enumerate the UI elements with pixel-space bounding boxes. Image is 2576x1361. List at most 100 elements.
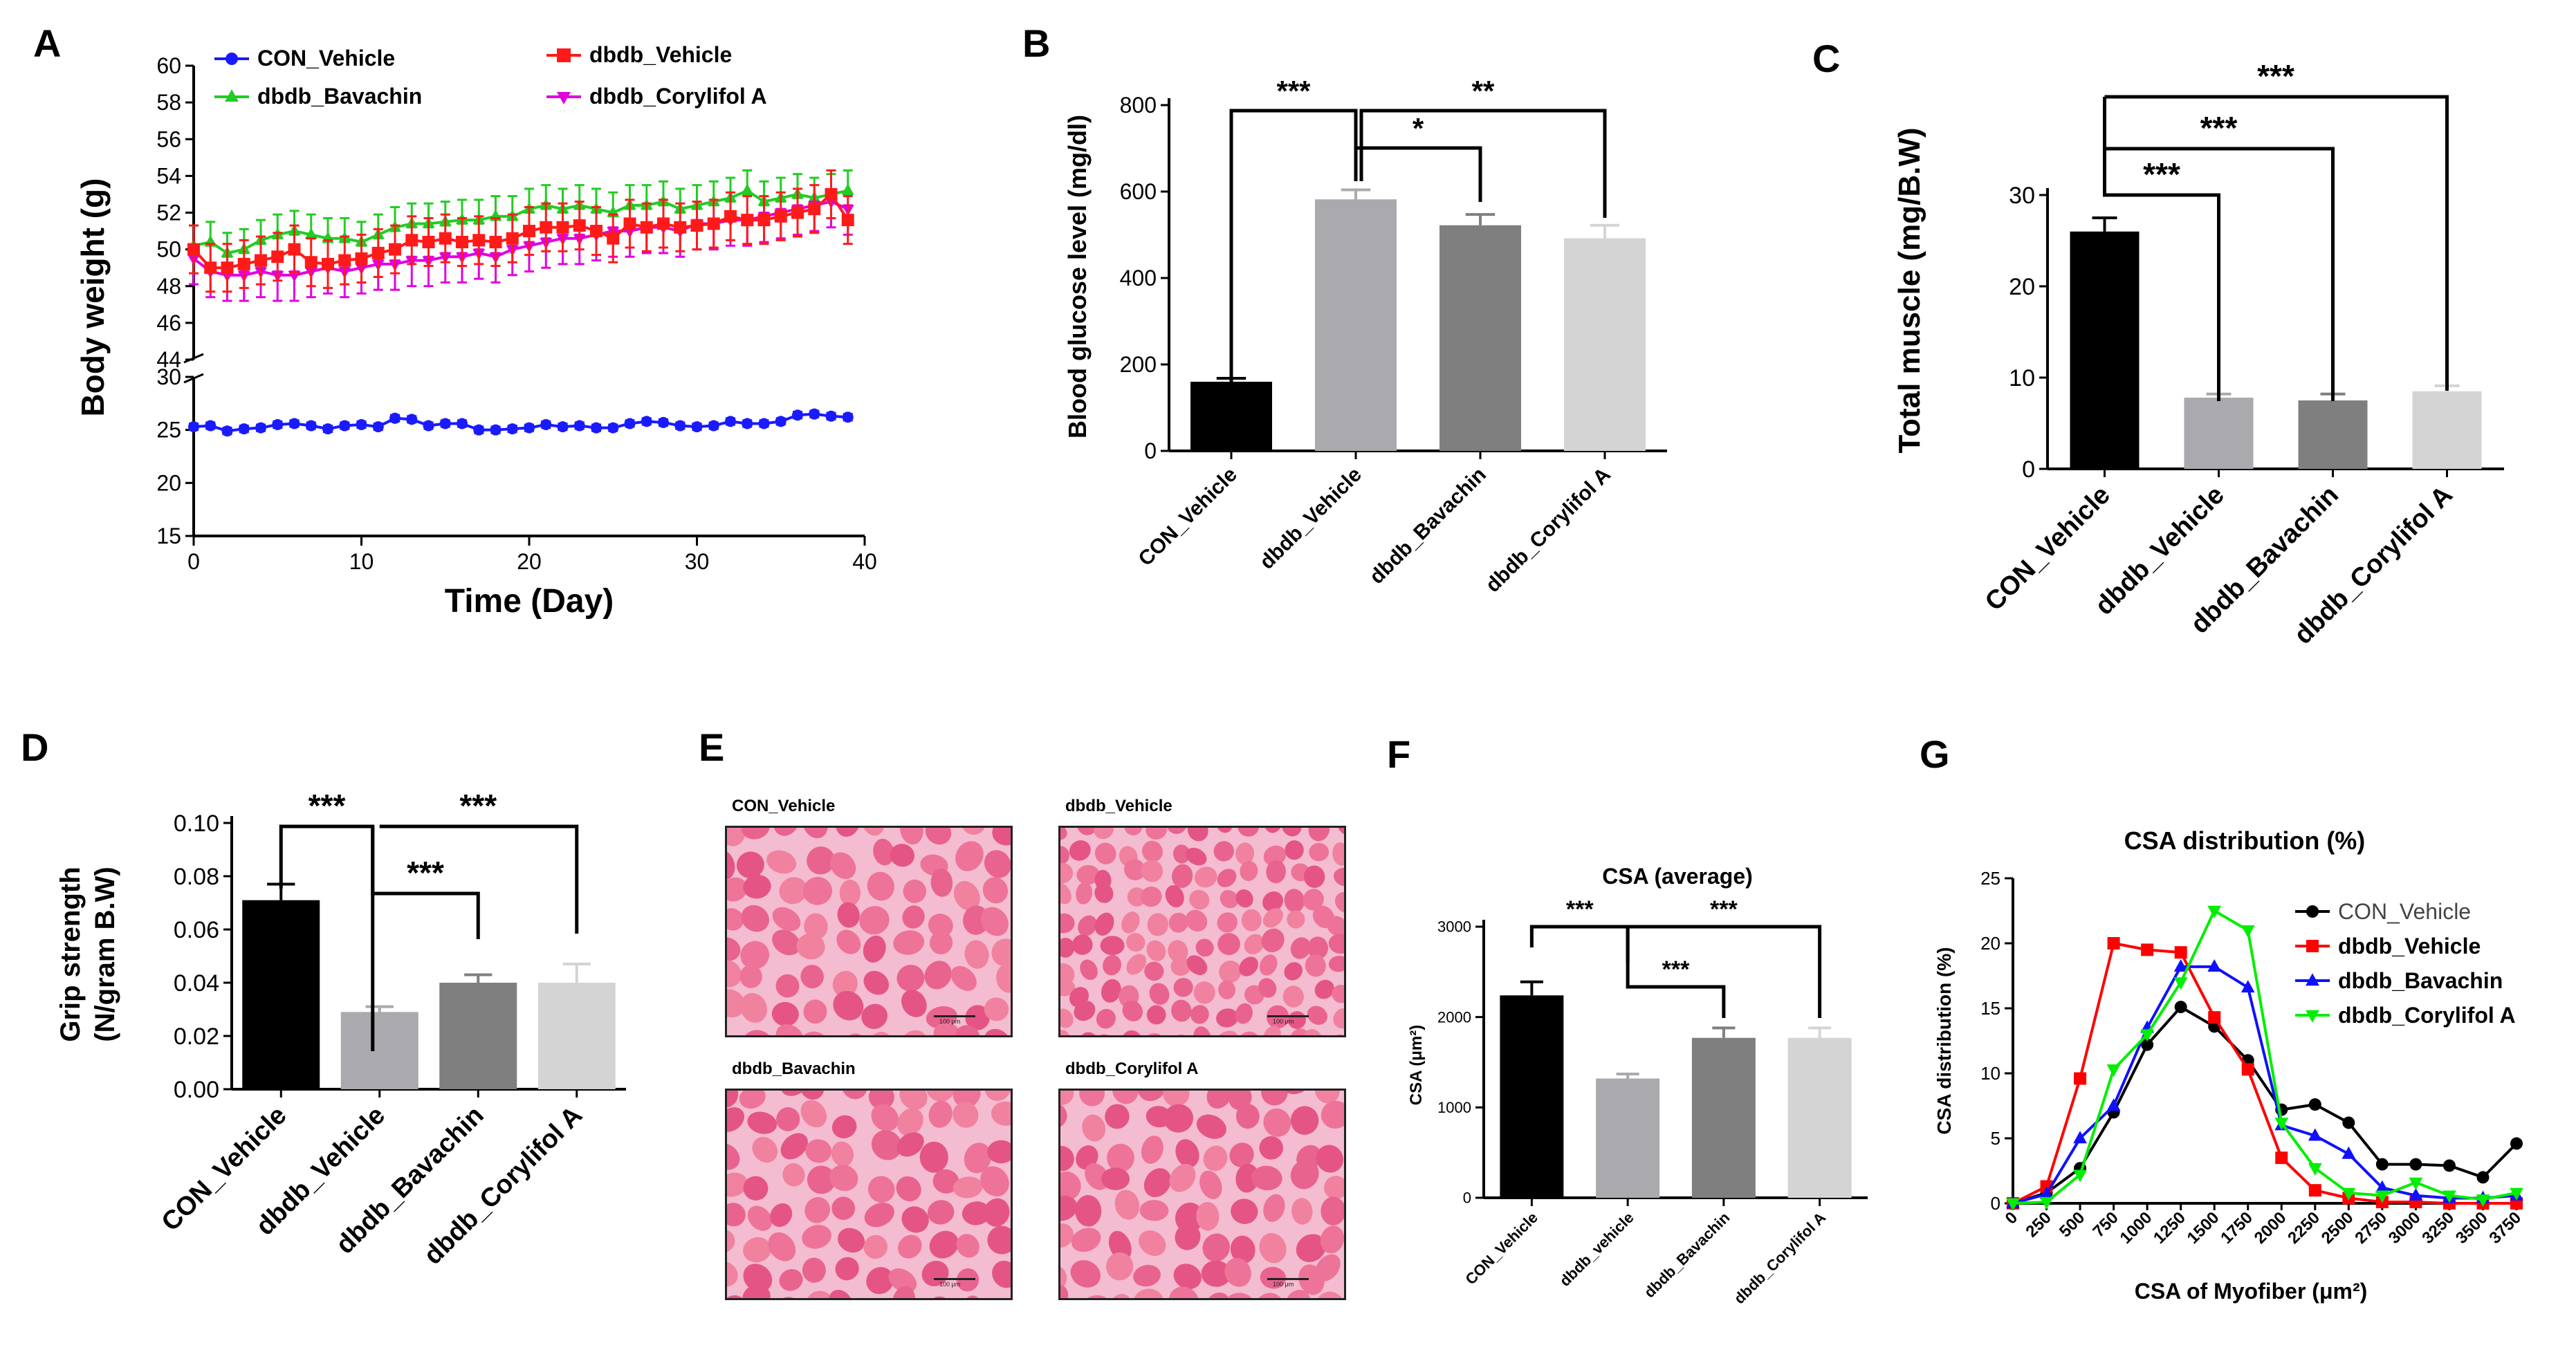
data-point	[725, 416, 736, 427]
myofiber	[1217, 869, 1237, 887]
myofiber	[1060, 979, 1076, 997]
myofiber	[1235, 1163, 1260, 1193]
axis-break-mark	[183, 373, 204, 384]
myofiber	[1124, 828, 1143, 836]
y-tick-label: 20	[1980, 933, 2000, 954]
bar	[2298, 400, 2368, 469]
category-label: CON_Vehicle	[1462, 1209, 1541, 1288]
category-label: CON_Vehicle	[1134, 463, 1242, 571]
data-point	[775, 416, 786, 427]
myofiber	[727, 1229, 735, 1253]
myofiber	[961, 828, 986, 835]
y-tick-label: 600	[1120, 179, 1157, 204]
y-tick-label: 54	[156, 163, 181, 188]
myofiber	[1163, 1104, 1194, 1133]
myofiber	[1094, 912, 1114, 936]
data-point	[2275, 1151, 2288, 1165]
myofiber	[1168, 912, 1188, 933]
myofiber	[1235, 889, 1253, 908]
myofiber	[896, 965, 925, 992]
data-point	[2207, 905, 2222, 918]
myofiber	[888, 1268, 917, 1293]
myofiber	[802, 1225, 831, 1249]
myofiber	[1169, 1286, 1199, 1298]
myofiber	[739, 965, 762, 988]
y-axis-label: Total muscle (mg/B.W)	[1893, 128, 1926, 454]
myofiber	[1141, 1136, 1163, 1164]
myofiber	[980, 1166, 1009, 1197]
chart-title: CSA (average)	[1602, 864, 1753, 889]
myofiber	[1216, 1008, 1238, 1028]
myofiber	[901, 1206, 929, 1233]
y-tick-label: 60	[156, 53, 181, 78]
data-point	[238, 423, 250, 435]
y-tick-label: 3000	[1437, 918, 1471, 936]
myofiber	[1103, 954, 1121, 976]
data-point	[2173, 959, 2188, 972]
myofiber	[1108, 1230, 1132, 1261]
myofiber	[1199, 1170, 1222, 1199]
myofiber	[832, 970, 858, 997]
myofiber	[1316, 1145, 1343, 1173]
myofiber	[742, 1284, 771, 1298]
data-point	[758, 418, 770, 429]
myofiber	[955, 841, 984, 871]
myofiber	[1060, 1104, 1067, 1127]
data-point	[2107, 937, 2120, 950]
legend-label: CON_Vehicle	[2338, 899, 2471, 924]
myofiber	[996, 964, 1011, 993]
x-tick-label: 1000	[2117, 1208, 2156, 1248]
myofiber	[1303, 865, 1325, 888]
category-label: dbdb_Bavachin	[1641, 1209, 1733, 1302]
myofiber	[1138, 1091, 1166, 1102]
data-point	[2039, 1187, 2054, 1200]
myofiber	[1132, 1288, 1164, 1298]
legend-label: dbdb_Bavachin	[2338, 968, 2503, 993]
myofiber	[1076, 828, 1098, 835]
data-point	[573, 420, 585, 432]
data-point	[356, 419, 367, 430]
myofiber	[1333, 1008, 1344, 1029]
significance-bracket	[379, 824, 579, 934]
myofiber	[1060, 828, 1067, 841]
myofiber	[1281, 828, 1302, 837]
scale-bar-text: 100 μm	[939, 1018, 961, 1025]
y-tick-label: 10	[2009, 365, 2035, 391]
myofiber	[727, 828, 745, 846]
scale-bar	[934, 1278, 975, 1280]
significance-bracket	[1529, 925, 1630, 963]
x-tick-label: 2750	[2351, 1208, 2391, 1248]
myofiber	[964, 940, 989, 969]
myofiber	[1229, 1142, 1254, 1167]
axis-break-mark	[183, 353, 204, 364]
data-point	[2039, 1196, 2054, 1210]
data-point	[624, 418, 636, 429]
myofiber	[1193, 981, 1215, 1004]
myofiber	[1170, 956, 1191, 976]
myofiber	[740, 941, 770, 970]
legend-label: dbdb_Corylifol A	[2338, 1003, 2516, 1028]
y-tick-label: 1000	[1437, 1099, 1471, 1116]
myofiber	[727, 877, 748, 902]
data-point	[489, 236, 502, 248]
myofiber	[727, 960, 742, 988]
y-tick-label: 10	[1980, 1063, 2000, 1084]
data-point	[2375, 1190, 2389, 1203]
x-tick-label: 2500	[2318, 1208, 2357, 1248]
data-point	[2308, 1128, 2322, 1141]
myofiber	[1149, 983, 1170, 1005]
category-label: dbdb_Corylifol A	[1482, 463, 1615, 597]
myofiber	[1165, 885, 1184, 908]
myofiber	[1175, 1202, 1204, 1233]
myofiber	[771, 1001, 799, 1026]
data-point	[2207, 959, 2222, 972]
myofiber	[1079, 1091, 1105, 1107]
legend-marker	[226, 53, 238, 65]
x-tick-label: 3500	[2452, 1208, 2492, 1248]
category-label: dbdb_Bavachin	[1365, 463, 1491, 589]
myofiber	[950, 965, 977, 991]
data-point	[2174, 946, 2187, 959]
data-point	[2274, 1118, 2289, 1131]
myofiber	[1290, 937, 1311, 959]
myofiber	[1126, 933, 1146, 952]
